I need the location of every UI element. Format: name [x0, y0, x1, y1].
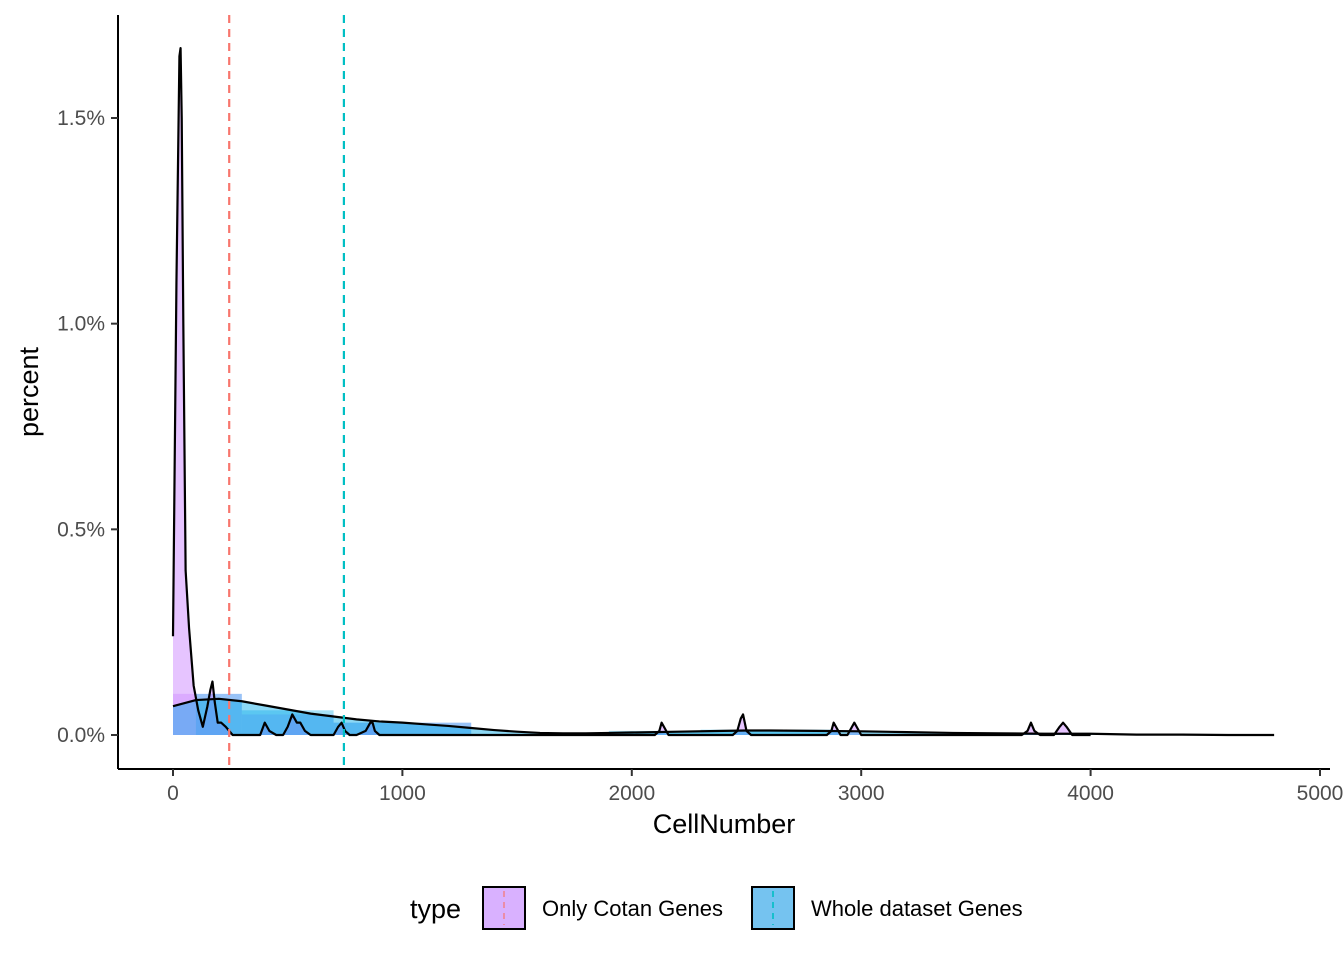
- y-ticks: 0.0% 0.5% 1.0% 1.5%: [57, 107, 118, 747]
- y-tick-label-2: 1.0%: [57, 313, 105, 336]
- y-tick-label-1: 0.5%: [57, 518, 105, 541]
- legend-label-whole-dataset: Whole dataset Genes: [811, 896, 1023, 921]
- axes: [117, 15, 1330, 770]
- x-tick-label-3000: 3000: [838, 782, 885, 805]
- legend-key-only-cotan: [482, 886, 526, 930]
- density-line-whole: [172, 697, 1275, 737]
- x-ticks: 0 1000 2000 3000 4000 5000: [167, 769, 1343, 805]
- y-tick-label-0: 0.0%: [57, 724, 105, 747]
- legend: type Only Cotan Genes Whole dataset Gene…: [410, 886, 1023, 930]
- y-tick-label-3: 1.5%: [57, 107, 105, 130]
- density-area-cotan: [173, 48, 1091, 735]
- x-tick-label-0: 0: [167, 782, 179, 805]
- plot-area: [171, 15, 1275, 769]
- x-tick-label-2000: 2000: [608, 782, 655, 805]
- legend-key-whole-dataset: [751, 886, 795, 930]
- x-tick-label-4000: 4000: [1067, 782, 1114, 805]
- x-tick-label-1000: 1000: [379, 782, 426, 805]
- x-axis-title: CellNumber: [653, 809, 796, 839]
- y-axis-title: percent: [14, 346, 44, 437]
- x-tick-label-5000: 5000: [1297, 782, 1344, 805]
- legend-label-only-cotan: Only Cotan Genes: [542, 896, 723, 921]
- histogram-bar-whole-4: [700, 729, 839, 735]
- legend-title: type: [410, 894, 461, 924]
- density-line-cotan: [171, 46, 1091, 737]
